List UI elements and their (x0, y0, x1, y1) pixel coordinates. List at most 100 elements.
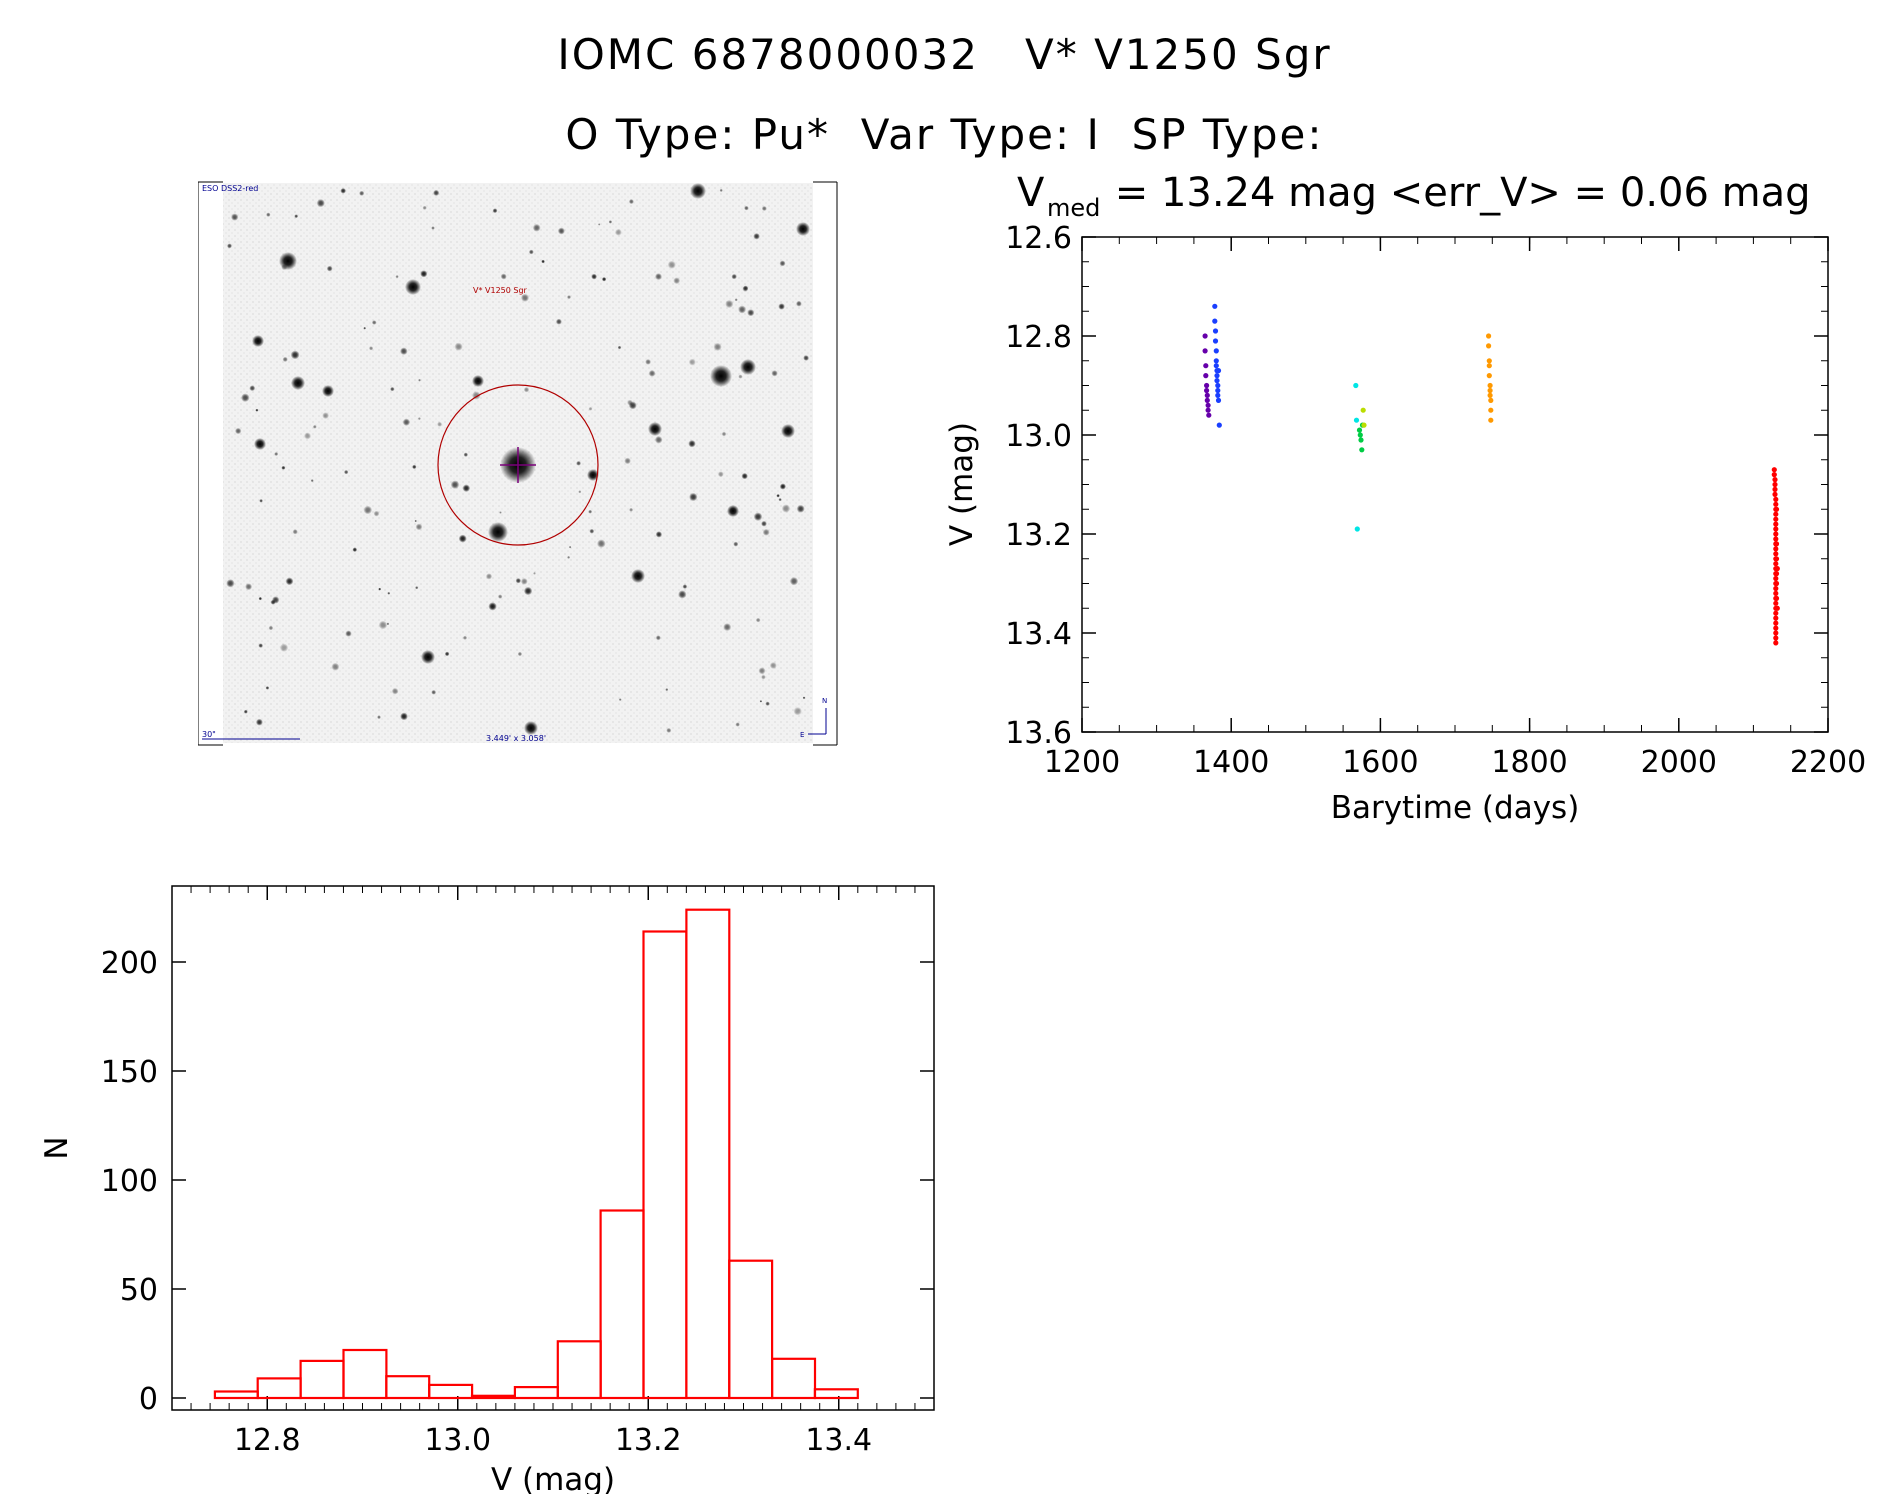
star (517, 651, 523, 657)
star (734, 298, 738, 302)
hist-xlabel: V (mag) (491, 1462, 615, 1494)
star (400, 347, 408, 355)
lc-point (1212, 328, 1219, 334)
star (725, 299, 734, 309)
star (532, 223, 541, 232)
lc-point (1773, 536, 1779, 542)
lc-point (1772, 491, 1778, 497)
lc-point (1773, 595, 1780, 602)
star (673, 277, 681, 285)
lc-point (1773, 496, 1779, 502)
lc-point (1358, 437, 1364, 443)
star (628, 199, 634, 205)
lc-point (1488, 407, 1494, 413)
star (266, 212, 271, 217)
star (463, 452, 468, 457)
star (654, 436, 663, 444)
lc-point (1361, 422, 1367, 428)
star (400, 712, 408, 721)
lc-point (1212, 303, 1218, 309)
star (758, 667, 766, 675)
star (796, 300, 802, 307)
star (738, 305, 747, 314)
star (597, 539, 606, 548)
star (667, 260, 676, 269)
star (655, 531, 663, 538)
star (648, 422, 662, 436)
star (576, 460, 581, 466)
lc-xtick-label: 1200 (1044, 745, 1120, 780)
lc-xtick-label: 1800 (1491, 745, 1567, 780)
star (776, 494, 780, 498)
star (462, 484, 471, 493)
lc-title-main: V (1017, 170, 1045, 216)
lc-point (1214, 373, 1220, 379)
hist-xtick-label: 13.0 (424, 1423, 491, 1458)
star (771, 370, 778, 377)
star (444, 651, 450, 657)
star (322, 385, 334, 397)
lc-point (1213, 348, 1219, 354)
star (268, 625, 274, 631)
star (789, 577, 799, 586)
star (710, 365, 732, 387)
star (520, 578, 528, 585)
lc-point (1486, 358, 1492, 364)
star (690, 183, 706, 199)
star (747, 309, 755, 317)
hist-xtick-label: 13.4 (805, 1423, 872, 1458)
star (322, 412, 329, 419)
lc-xtick-label: 1600 (1342, 745, 1418, 780)
hist-bar (728, 1259, 774, 1400)
star (567, 555, 571, 559)
lc-point (1773, 531, 1779, 537)
lc-point (1206, 412, 1212, 418)
lc-point (1213, 358, 1219, 364)
lc-point (1773, 630, 1779, 636)
lc-title-rest: = 13.24 mag <err_V> = 0.06 mag (1102, 170, 1811, 216)
lc-point (1202, 348, 1208, 354)
star (721, 431, 727, 437)
star (528, 249, 534, 255)
star (688, 358, 696, 366)
lc-point (1772, 481, 1778, 488)
lc-point (1774, 605, 1780, 611)
fov-label: 3.449' x 3.058' (486, 734, 546, 743)
star (713, 342, 722, 351)
star (655, 273, 662, 281)
lc-ytick-label: 13.4 (1005, 617, 1072, 652)
star (727, 505, 739, 517)
star (500, 273, 507, 280)
star (591, 273, 597, 280)
star (779, 483, 787, 490)
lc-point (1773, 546, 1779, 552)
lc-point (1773, 610, 1779, 616)
lc-point (1486, 333, 1492, 339)
compass-east-label: E (800, 731, 804, 739)
star (631, 569, 645, 583)
light-curve-chart: V med = 13.24 mag <err_V> = 0.06 mag 120… (944, 170, 1866, 826)
chart-title-object: IOMC 6878000032 V* V1250 Sgr (557, 30, 1332, 79)
star (753, 233, 760, 240)
compass-icon: N E (800, 697, 827, 739)
star (523, 387, 530, 393)
star (588, 509, 593, 514)
lc-point (1773, 590, 1779, 597)
star (310, 479, 314, 483)
lc-point (1773, 561, 1779, 567)
hist-ytick-label: 0 (139, 1382, 158, 1417)
star (617, 345, 622, 350)
hist-ylabel: N (39, 1136, 75, 1159)
star (492, 208, 498, 214)
star (377, 715, 381, 720)
star (555, 318, 562, 325)
star (759, 700, 763, 703)
star (802, 696, 806, 700)
lc-point (1204, 387, 1210, 394)
lc-point (1215, 397, 1222, 403)
lc-point (1773, 526, 1779, 532)
lc-point (1354, 526, 1360, 532)
star (417, 417, 421, 421)
lc-point (1773, 585, 1779, 592)
hist-ytick-label: 100 (101, 1164, 158, 1199)
